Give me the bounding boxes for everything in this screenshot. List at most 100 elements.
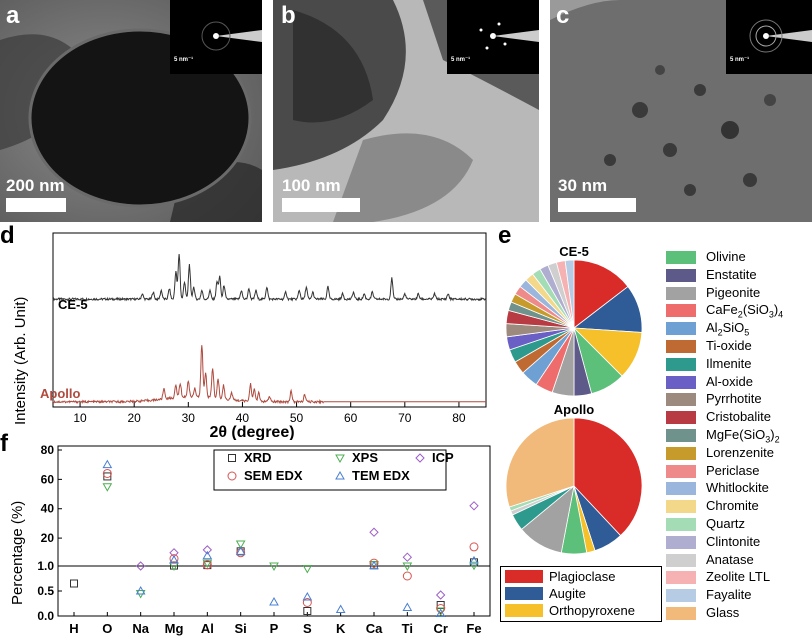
legend-marker-sem-edx	[227, 471, 237, 481]
data-point-sem-edx	[302, 598, 312, 607]
scalebar-label-a: 200 nm	[6, 176, 65, 195]
data-point-tem-edx	[169, 555, 179, 564]
data-point-tem-edx	[102, 459, 113, 469]
legend-label: Al2SiO5	[706, 320, 750, 338]
data-point-icp	[202, 545, 213, 555]
xrd-x-tick-label: 40	[236, 411, 250, 425]
main-legend-swatch	[505, 604, 543, 617]
pie-title-apollo: Apollo	[554, 402, 594, 417]
data-point-tem-edx	[235, 546, 246, 555]
legend-swatch	[666, 553, 696, 567]
legend-label: Quartz	[706, 516, 746, 531]
data-point-tem-edx	[335, 604, 346, 613]
legend-label: Olivine	[706, 249, 746, 264]
panel-label-e: e	[498, 222, 512, 249]
panel-label-d: d	[0, 222, 15, 249]
legend-swatch	[666, 393, 696, 407]
main-legend-item: Plagioclase	[505, 569, 616, 586]
legend-swatch	[666, 482, 696, 496]
element-y-tick-label: 1.0	[37, 559, 54, 573]
xrd-x-tick-label: 70	[398, 411, 412, 425]
legend-swatch	[666, 589, 696, 603]
legend-label: Anatase	[706, 551, 754, 567]
xrd-series-label-ce5: CE-5	[58, 297, 88, 312]
panel-label-a: a	[6, 2, 20, 29]
scalebar-label-b: 100 nm	[282, 176, 341, 195]
pie-slice-plagioclase	[573, 259, 629, 329]
scalebar-label-c: 30 nm	[558, 176, 608, 195]
data-point-sem-edx	[469, 542, 479, 552]
xrd-y-axis-label: Intensity (Arb. Unit)	[12, 297, 29, 425]
data-point-sem-edx	[369, 558, 379, 568]
legend-swatch	[666, 411, 696, 425]
legend-swatch	[666, 322, 696, 336]
legend-label: Ilmenite	[706, 355, 752, 371]
data-point-xps	[269, 562, 279, 572]
pie-title-ce5: CE-5	[559, 244, 589, 259]
main-legend-swatch	[505, 587, 543, 600]
data-point-xps	[435, 607, 446, 617]
diffraction-inset-a: 5 nm⁻¹	[170, 0, 262, 74]
xrd-x-tick-label: 80	[452, 411, 466, 425]
legend-label: Chromite	[706, 498, 759, 514]
legend-swatch	[666, 500, 696, 514]
data-point-tem-edx	[469, 555, 479, 565]
legend-marker-icp	[415, 453, 425, 463]
element-x-tick-label: Ca	[366, 621, 383, 636]
element-y-tick-label: 0.5	[37, 584, 54, 598]
pie-ce5	[505, 259, 643, 397]
legend-label: Fayalite	[706, 587, 752, 603]
element-y-tick-label: 20	[41, 531, 55, 545]
legend-swatch	[666, 251, 696, 264]
legend-swatch	[666, 357, 696, 371]
legend-label-xrd: XRD	[244, 450, 271, 465]
element-y-tick-label: 0.0	[37, 609, 54, 623]
legend-label: Periclase	[706, 462, 760, 478]
element-legend-box	[213, 449, 447, 491]
data-point-icp	[402, 552, 413, 562]
main-legend-label: Plagioclase	[549, 569, 616, 584]
scalebar-b	[282, 198, 360, 212]
legend-swatch	[666, 340, 696, 353]
xrd-x-tick-label: 30	[182, 411, 196, 425]
inset-scale-label-c: 5 nm⁻¹	[730, 57, 750, 63]
xrd-x-tick-label: 60	[344, 411, 358, 425]
legend-swatch	[666, 304, 696, 318]
data-point-tem-edx	[269, 596, 279, 606]
data-point-sem-edx	[402, 571, 412, 581]
data-point-tem-edx	[435, 608, 446, 617]
main-legend-label: Orthopyroxene	[549, 603, 635, 618]
legend-label: Al-oxide	[706, 373, 753, 389]
inset-scale-label-a: 5 nm⁻¹	[174, 57, 194, 63]
xrd-series-label-apollo: Apollo	[40, 386, 80, 401]
data-point-xps	[402, 562, 413, 572]
data-point-xps	[235, 540, 246, 549]
legend-label-tem-edx: TEM EDX	[352, 468, 410, 483]
data-point-icp	[369, 527, 379, 537]
legend-swatch	[666, 464, 696, 478]
panel-label-c: c	[556, 2, 570, 29]
legend-swatch	[666, 286, 696, 300]
data-point-tem-edx	[369, 560, 379, 570]
main-legend-label: Augite	[549, 586, 586, 601]
data-point-xrd	[303, 607, 312, 615]
pie-slice-plagioclase	[573, 417, 643, 537]
legend-label: CaFe2(SiO3)4	[706, 302, 784, 320]
element-x-tick-label: H	[69, 621, 78, 636]
legend-swatch	[666, 607, 696, 620]
data-point-icp	[135, 561, 146, 571]
legend-swatch	[666, 429, 696, 442]
legend-label: Glass	[706, 605, 740, 620]
element-y-tick-label: 80	[41, 443, 55, 457]
main-phase-legend: Plagioclase Augite Orthopyroxene	[500, 566, 662, 622]
data-point-icp	[435, 590, 446, 600]
element-x-tick-label: Mg	[165, 621, 184, 636]
data-point-xrd	[70, 579, 78, 588]
data-point-sem-edx	[436, 604, 446, 613]
legend-label: Ti-oxide	[706, 338, 752, 353]
element-x-tick-label: Cr	[433, 621, 447, 636]
legend-label: MgFe(SiO3)2	[706, 427, 780, 445]
xrd-chart: 10 20 30 40 50 60 70 80 Intensity (Arb. Unit) 2…	[12, 232, 487, 440]
legend-swatch	[666, 268, 696, 282]
data-point-tem-edx	[202, 550, 213, 560]
